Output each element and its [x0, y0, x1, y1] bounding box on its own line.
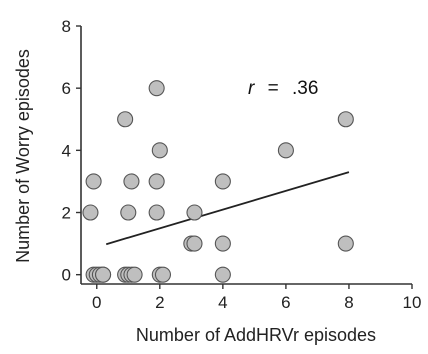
data-point	[154, 266, 172, 283]
y-tick-label: 0	[62, 266, 71, 285]
y-tick-label: 2	[62, 204, 71, 223]
axes	[80, 26, 412, 285]
x-axis-title: Number of AddHRVr episodes	[136, 325, 376, 345]
trendline-group	[105, 171, 350, 246]
data-point	[337, 235, 354, 252]
data-point	[214, 173, 231, 190]
y-tick-label: 4	[62, 141, 71, 160]
x-tick-label: 10	[403, 293, 422, 312]
correlation-equals: =	[268, 78, 279, 99]
data-point	[337, 111, 354, 128]
correlation-value: .36	[292, 78, 318, 99]
data-point	[151, 142, 168, 159]
points-group	[82, 80, 354, 283]
y-tick-label: 6	[62, 79, 71, 98]
data-point	[214, 235, 231, 252]
data-point	[126, 266, 143, 283]
data-point	[117, 111, 134, 128]
x-tick-label: 2	[155, 293, 164, 312]
x-tick-label: 8	[344, 293, 353, 312]
data-point	[148, 173, 165, 190]
data-point	[148, 80, 165, 97]
trendline	[105, 171, 350, 246]
data-point	[95, 266, 112, 283]
ticks: 0 2 4 6 8 10 0 2 4 6 8	[62, 17, 422, 312]
correlation-symbol: r	[248, 78, 255, 99]
y-axis-title: Number of Worry episodes	[13, 49, 33, 263]
data-point	[82, 204, 99, 221]
x-tick-label: 4	[218, 293, 227, 312]
data-point	[277, 142, 294, 159]
correlation-annotation: r = .36	[248, 78, 318, 99]
data-point	[85, 173, 102, 190]
y-tick-label: 8	[62, 17, 71, 36]
data-point	[148, 204, 165, 221]
x-tick-label: 6	[281, 293, 290, 312]
data-point	[123, 173, 140, 190]
data-point	[120, 204, 137, 221]
data-point	[214, 266, 231, 283]
data-point	[186, 235, 203, 252]
x-tick-label: 0	[92, 293, 101, 312]
data-point	[186, 204, 203, 221]
